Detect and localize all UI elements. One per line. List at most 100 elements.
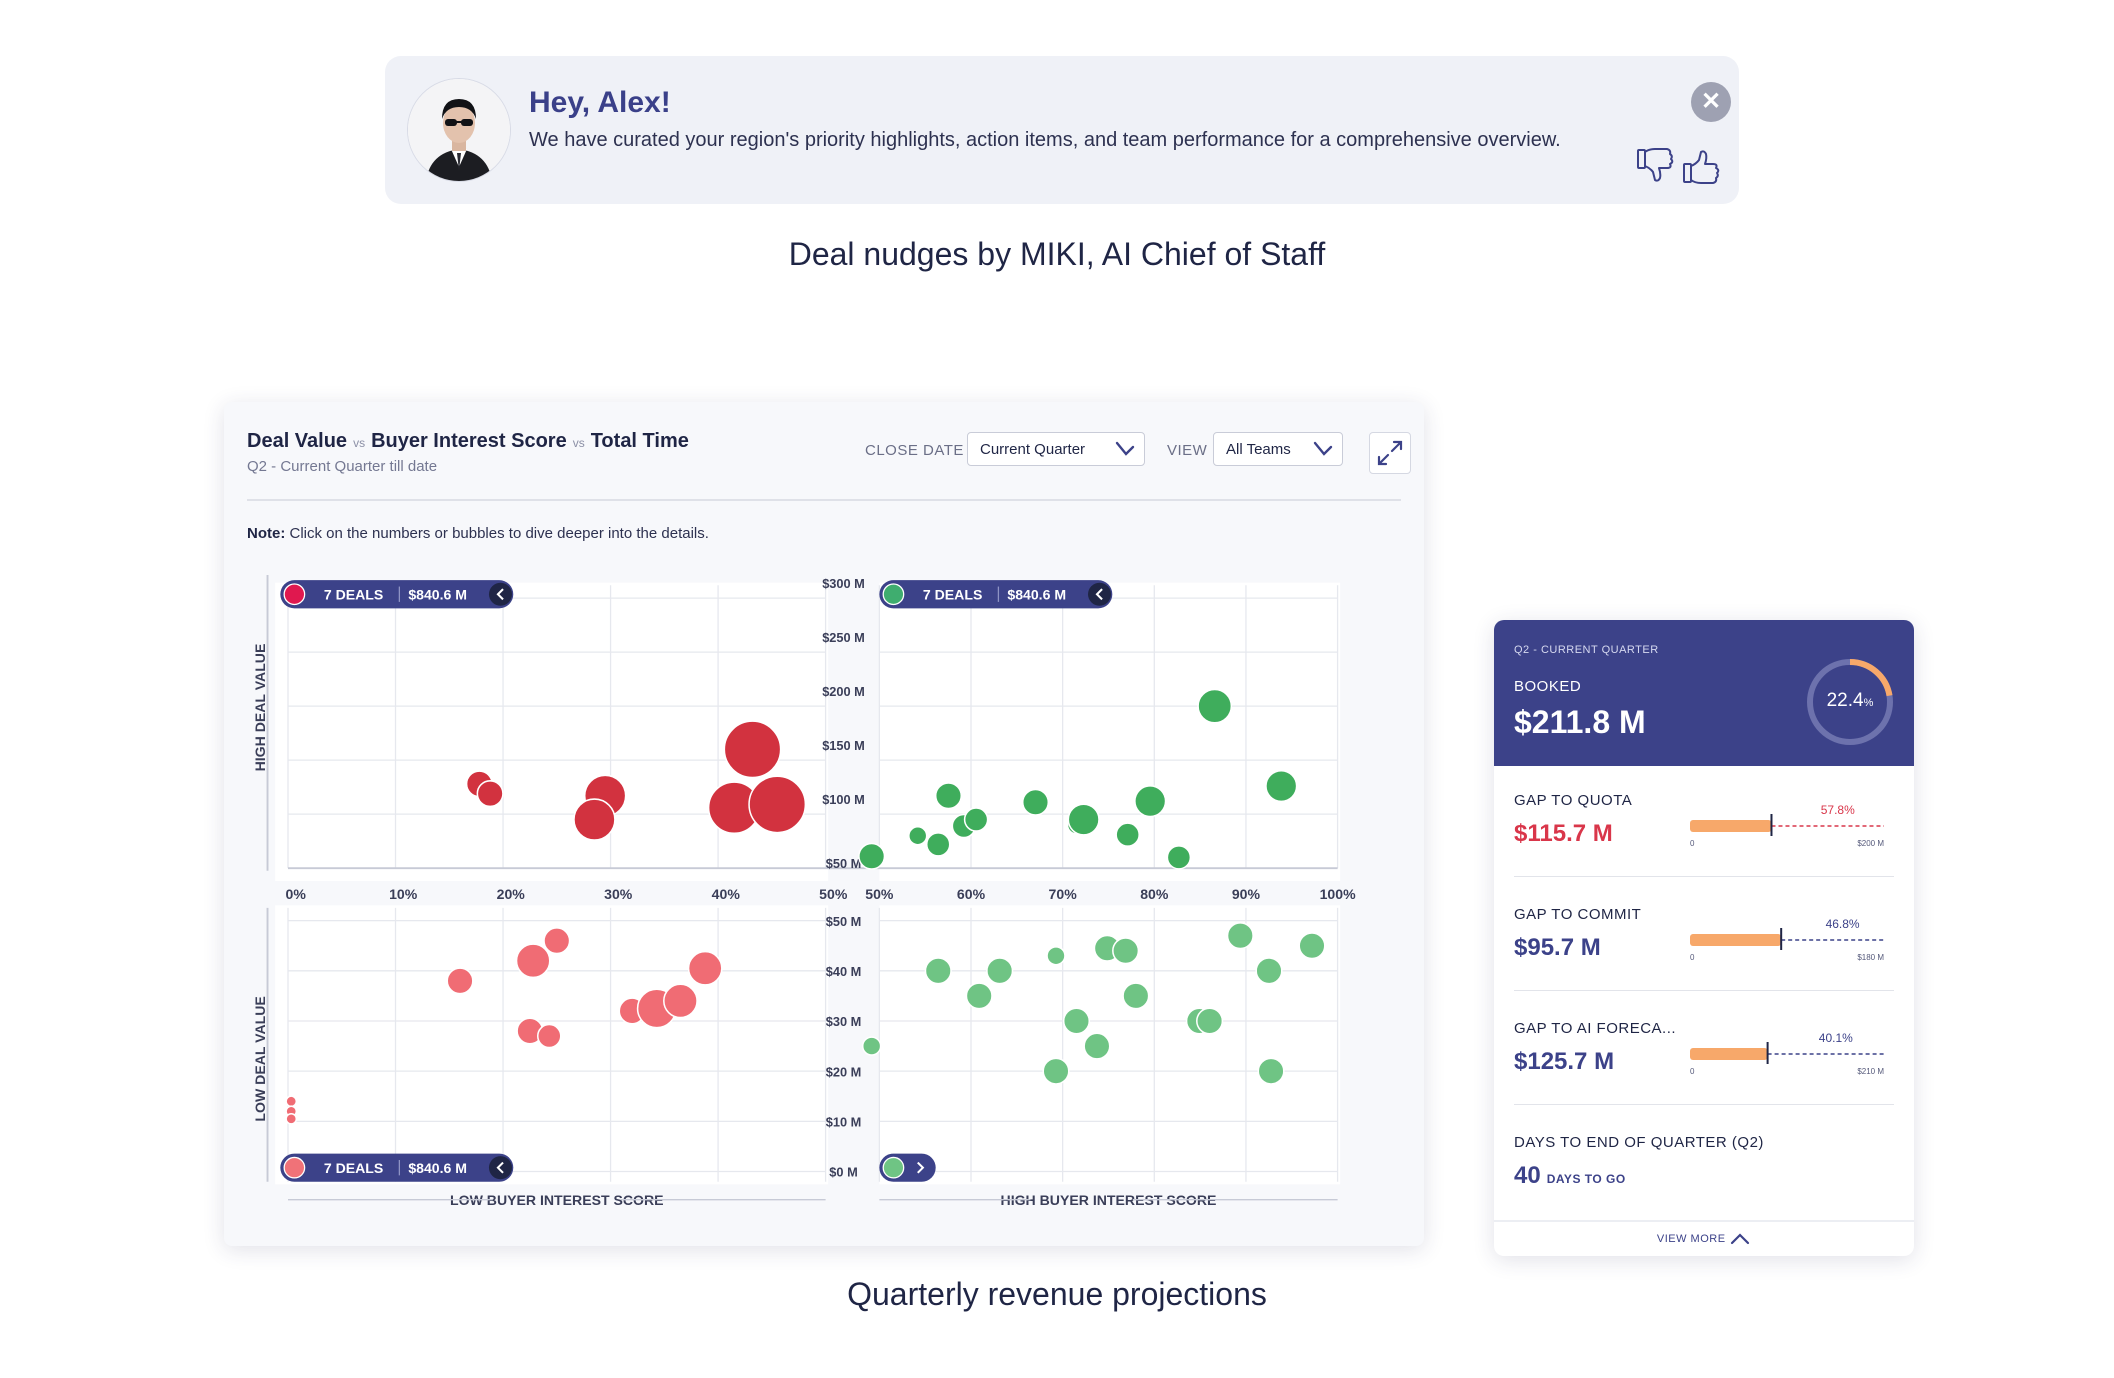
thumbs-up-icon[interactable]: [1681, 144, 1725, 188]
bubble[interactable]: [446, 967, 474, 995]
booked-value: $211.8 M: [1514, 704, 1646, 740]
expand-icon: [1377, 440, 1403, 466]
bubble[interactable]: [476, 780, 504, 808]
deals-pill-bottom-left-count: 7 DEALS: [324, 1160, 383, 1176]
bubble[interactable]: [723, 720, 782, 779]
gap-percent: 40.1%: [1819, 1031, 1853, 1045]
close-date-dropdown[interactable]: Current Quarter: [967, 432, 1145, 466]
title-total-time: Total Time: [590, 430, 689, 452]
deals-pill-top-left-value: $840.6 M: [408, 586, 467, 602]
bubble[interactable]: [543, 927, 571, 955]
y-tick-label: $150 M: [822, 738, 865, 753]
bubble[interactable]: [1122, 982, 1150, 1010]
metric-divider: [1514, 990, 1894, 991]
x-tick-label: 90%: [1232, 886, 1261, 902]
bubble[interactable]: [861, 1036, 882, 1056]
x-tick-label: 50%: [865, 886, 894, 902]
expand-button[interactable]: [1369, 432, 1411, 474]
bubble[interactable]: [1197, 688, 1233, 724]
progress-fill: [1690, 934, 1782, 946]
chevron-left-icon: [1095, 588, 1103, 601]
bubble[interactable]: [963, 807, 989, 832]
bubble[interactable]: [1115, 822, 1140, 847]
y-tick-label: $50 M: [826, 914, 862, 929]
chevron-up-icon: [1731, 1233, 1750, 1245]
deals-pill-top-right-toggle[interactable]: [1088, 582, 1112, 606]
bubble[interactable]: [908, 826, 928, 846]
bubble[interactable]: [1226, 922, 1254, 950]
chart-note: Note: Click on the numbers or bubbles to…: [247, 525, 709, 542]
bubble[interactable]: [285, 1112, 298, 1125]
deals-pill-bottom-left-toggle[interactable]: [488, 1156, 512, 1180]
bar-min-label: 0: [1690, 1067, 1695, 1076]
gap-to-quota-bar: 57.8% 0 $200 M: [1690, 803, 1884, 848]
bubble[interactable]: [965, 982, 993, 1010]
chevron-left-icon: [496, 1161, 504, 1174]
gap-to-quota-value: $115.7 M: [1514, 820, 1613, 847]
bubble[interactable]: [1265, 769, 1298, 803]
bubble[interactable]: [1062, 1007, 1091, 1035]
deals-pill-top-right-value: $840.6 M: [1007, 586, 1066, 602]
bubble[interactable]: [1166, 845, 1192, 870]
header-divider: [247, 499, 1401, 501]
bubble[interactable]: [687, 950, 723, 986]
deals-pill-bottom-left[interactable]: [280, 1153, 514, 1182]
gap-to-quota-label: GAP TO QUOTA: [1514, 792, 1633, 809]
deals-pill-top-right[interactable]: [879, 580, 1113, 609]
view-more-label: VIEW MORE: [1656, 1233, 1726, 1245]
days-number: 40: [1514, 1162, 1541, 1189]
chevron-right-icon: [917, 1161, 925, 1174]
chevron-down-icon: [1115, 441, 1135, 456]
bubble[interactable]: [934, 782, 963, 810]
deals-pill-top-left-toggle[interactable]: [488, 582, 512, 606]
bubble[interactable]: [986, 957, 1014, 985]
bubble[interactable]: [573, 798, 616, 841]
chart-subtitle: Q2 - Current Quarter till date: [247, 458, 438, 475]
y-tick-label: $250 M: [822, 630, 865, 645]
gap-to-ai-forecast-value: $125.7 M: [1514, 1048, 1615, 1075]
avatar-image: [408, 79, 510, 181]
view-label: VIEW: [1167, 442, 1208, 459]
deals-pill-top-right-count: 7 DEALS: [923, 586, 982, 602]
bar-min-label: 0: [1690, 953, 1695, 962]
view-dropdown[interactable]: All Teams: [1213, 432, 1343, 466]
note-text: Click on the numbers or bubbles to dive …: [285, 525, 709, 542]
bubble[interactable]: [1083, 1032, 1111, 1060]
bubble[interactable]: [924, 957, 952, 985]
days-to-end-value: 40 DAYS TO GO: [1514, 1162, 1626, 1190]
bubble[interactable]: [515, 943, 551, 979]
bubble[interactable]: [1046, 946, 1066, 966]
bubble[interactable]: [1257, 1057, 1285, 1085]
deals-pill-bottom-left-dot: [283, 1156, 306, 1179]
bubble[interactable]: [285, 1095, 298, 1108]
bubble[interactable]: [1021, 788, 1050, 816]
thumbs-down-icon[interactable]: [1635, 144, 1679, 188]
view-more-button[interactable]: VIEW MORE: [1494, 1220, 1914, 1256]
deals-pill-top-left-count: 7 DEALS: [324, 586, 383, 602]
quarter-summary-card: Q2 - CURRENT QUARTER BOOKED $211.8 M 22.…: [1494, 620, 1914, 1256]
bubble[interactable]: [1042, 1057, 1070, 1085]
booked-header: Q2 - CURRENT QUARTER BOOKED $211.8 M 22.…: [1494, 620, 1914, 766]
nudge-greeting: Hey, Alex!: [529, 86, 671, 119]
bubble[interactable]: [1134, 785, 1167, 818]
bubble[interactable]: [1067, 803, 1100, 836]
bubble[interactable]: [748, 775, 807, 834]
close-button[interactable]: ✕: [1691, 82, 1731, 122]
bubble[interactable]: [925, 832, 951, 857]
view-value: All Teams: [1226, 441, 1291, 458]
bubble[interactable]: [663, 983, 698, 1019]
gap-to-commit-bar: 46.8% 0 $180 M: [1690, 917, 1884, 962]
bubble[interactable]: [536, 1023, 562, 1049]
bubble[interactable]: [858, 842, 886, 870]
bubble[interactable]: [1112, 937, 1140, 965]
axis-label-low-buyer-interest: LOW BUYER INTEREST SCORE: [450, 1192, 664, 1208]
deals-pill-top-left[interactable]: [280, 580, 514, 609]
bubble[interactable]: [1298, 932, 1326, 960]
y-tick-label: $200 M: [822, 684, 865, 699]
bubble[interactable]: [1255, 957, 1283, 985]
bubble[interactable]: [1196, 1007, 1224, 1035]
x-tick-label: 10%: [389, 886, 418, 902]
gap-to-commit-value: $95.7 M: [1514, 934, 1601, 961]
deals-pill-bottom-left-value: $840.6 M: [408, 1160, 467, 1176]
bar-max-label: $210 M: [1857, 1067, 1884, 1076]
